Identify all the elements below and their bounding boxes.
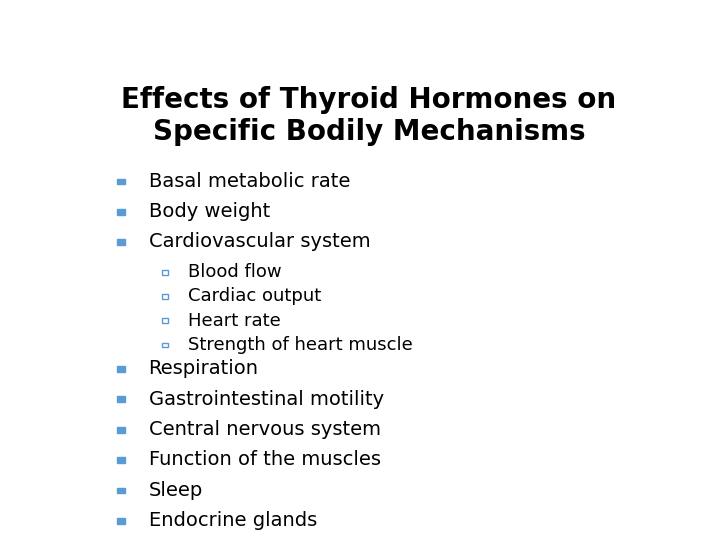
Text: Gastrointestinal motility: Gastrointestinal motility	[148, 389, 384, 409]
Text: Respiration: Respiration	[148, 359, 258, 378]
Text: Blood flow: Blood flow	[188, 264, 282, 281]
Text: Body weight: Body weight	[148, 202, 270, 221]
Bar	[117, 518, 125, 524]
Text: Effects of Thyroid Hormones on
Specific Bodily Mechanisms: Effects of Thyroid Hormones on Specific …	[122, 85, 616, 146]
Text: Central nervous system: Central nervous system	[148, 420, 381, 439]
Bar	[117, 179, 125, 185]
Text: Strength of heart muscle: Strength of heart muscle	[188, 336, 413, 354]
Text: Basal metabolic rate: Basal metabolic rate	[148, 172, 350, 191]
Bar	[162, 294, 168, 299]
Bar	[117, 427, 125, 433]
Bar	[162, 319, 168, 323]
Bar	[117, 366, 125, 372]
Text: Cardiac output: Cardiac output	[188, 287, 321, 306]
Bar	[162, 270, 168, 275]
Text: Heart rate: Heart rate	[188, 312, 280, 329]
Bar	[117, 457, 125, 463]
Text: Cardiovascular system: Cardiovascular system	[148, 232, 370, 252]
Text: Sleep: Sleep	[148, 481, 203, 500]
Bar	[117, 488, 125, 494]
Text: Function of the muscles: Function of the muscles	[148, 450, 381, 469]
Bar	[162, 342, 168, 347]
Bar	[117, 209, 125, 215]
Bar	[117, 396, 125, 402]
Text: Endocrine glands: Endocrine glands	[148, 511, 317, 530]
Bar	[117, 239, 125, 245]
